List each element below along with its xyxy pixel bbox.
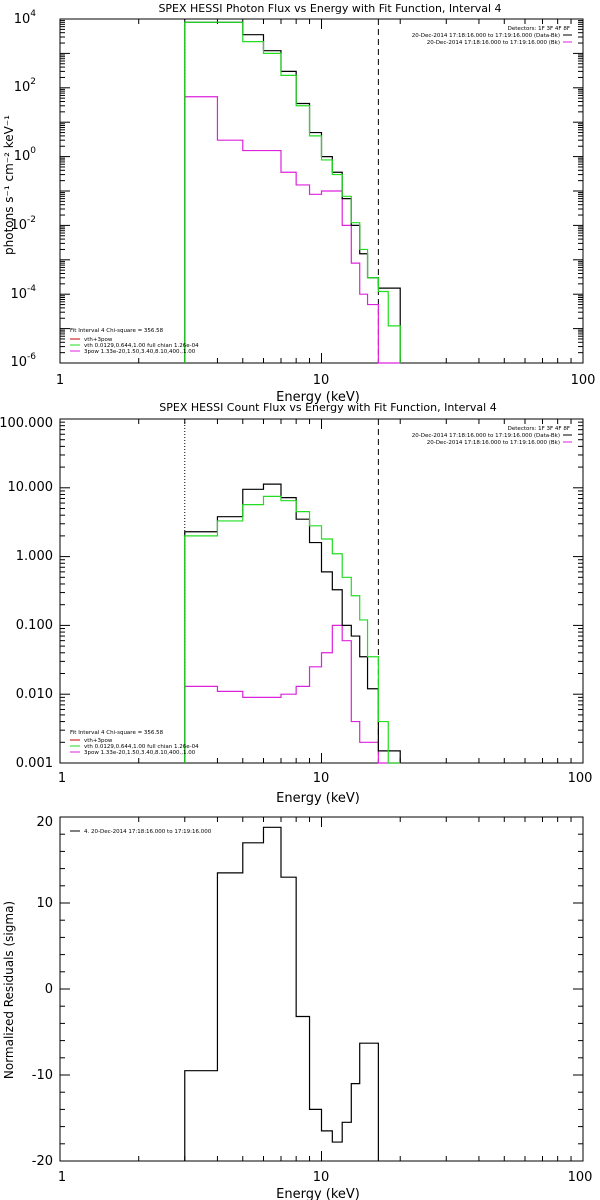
residuals-y-tick-labels: -20 -10 0 10 20: [32, 815, 53, 1169]
photon-legend-detectors: Detectors: 1F 3F 4F 8F: [508, 26, 570, 32]
count-threshold-lines: [184, 419, 379, 763]
photon-legend-vth3pow: vth+3pow: [84, 337, 113, 343]
photon-ytick-label-3: 10-2: [10, 215, 36, 233]
residuals-ytick-label-3: 0: [45, 982, 53, 997]
photon-ytick-label-1: 10-6: [10, 352, 36, 370]
count-series-magenta: [184, 624, 401, 764]
photon-ytick-label-6: 104: [14, 9, 37, 27]
count-ytick-label-1: 0.001: [16, 756, 53, 771]
residuals-ytick-label-1: -20: [32, 1154, 53, 1169]
photon-legend-right: Detectors: 1F 3F 4F 8F 20-Dec-2014 17:18…: [412, 26, 572, 46]
count-ytick-label-4: 1.000: [16, 549, 53, 564]
count-ytick-label-2: 0.010: [16, 687, 53, 702]
photon-legend-fit-interval: Fit Interval 4 Chi-square = 356.58: [70, 328, 164, 334]
photon-series-green: [184, 21, 401, 363]
count-series-group: [184, 483, 401, 764]
count-ytick-label-6: 100.000: [0, 416, 53, 431]
photon-legend-bk: 20-Dec-2014 17:18:16.000 to 17:19:16.000…: [427, 40, 560, 46]
photon-xtick-label-1: 1: [56, 373, 64, 388]
residuals-x-axis-label: Energy (keV): [276, 1187, 360, 1200]
photon-series-group: [184, 21, 401, 364]
residuals-axis-ticks: [59, 816, 584, 1162]
count-xtick-label-100: 100: [568, 771, 593, 786]
count-legend-bk: 20-Dec-2014 17:18:16.000 to 17:19:16.000…: [427, 440, 560, 446]
count-y-tick-labels: 0.001 0.010 0.100 1.000 10.000 100.000: [0, 416, 53, 771]
count-legend-data-bk: 20-Dec-2014 17:18:16.000 to 17:19:16.000…: [412, 433, 560, 439]
photon-x-tick-labels: 1 10 100: [56, 373, 596, 388]
residuals-ytick-label-2: -10: [32, 1068, 53, 1083]
residuals-panel: -20 -10 0 10 20 1 10 100 Energy (keV) No…: [2, 815, 592, 1200]
count-flux-title: SPEX HESSI Count Flux vs Energy with Fit…: [159, 401, 496, 414]
count-axis-ticks: [59, 418, 584, 764]
photon-flux-panel: SPEX HESSI Photon Flux vs Energy with Fi…: [2, 2, 595, 405]
count-plot-frame: [59, 418, 584, 764]
count-x-axis-label: Energy (keV): [276, 791, 360, 806]
count-series-black: [184, 483, 401, 763]
photon-ytick-label-4: 100: [14, 146, 37, 164]
residuals-ytick-label-4: 10: [36, 896, 53, 911]
photon-flux-title: SPEX HESSI Photon Flux vs Energy with Fi…: [158, 2, 501, 15]
photon-legend-left: Fit Interval 4 Chi-square = 356.58 vth+3…: [70, 328, 199, 355]
count-legend-detectors: Detectors: 1F 3F 4F 8F: [508, 426, 570, 432]
count-ytick-label-3: 0.100: [16, 618, 53, 633]
photon-y-tick-labels: 10-6 10-4 10-2 100 102 104: [10, 9, 36, 370]
photon-legend-data-bk: 20-Dec-2014 17:18:16.000 to 17:19:16.000…: [412, 33, 560, 39]
count-xtick-label-1: 1: [58, 771, 66, 786]
photon-series-magenta: [184, 96, 401, 364]
residuals-series-group: [184, 826, 379, 1161]
count-legend-fit-interval: Fit Interval 4 Chi-square = 356.58: [70, 730, 164, 736]
count-ytick-label-5: 10.000: [8, 480, 54, 495]
count-legend-left: Fit Interval 4 Chi-square = 356.58 vth+3…: [70, 730, 199, 756]
count-flux-panel: SPEX HESSI Count Flux vs Energy with Fit…: [0, 401, 592, 806]
photon-y-axis-label: photons s⁻¹ cm⁻² keV⁻¹: [2, 115, 16, 255]
photon-legend-vth: vth 0.0129,0.644,1.00 full chian 1.26e-0…: [84, 343, 199, 349]
count-legend-vth: vth 0.0129,0.644,1.00 full chian 1.26e-0…: [84, 744, 199, 750]
residuals-series-black: [184, 826, 379, 1161]
count-xtick-label-10: 10: [313, 771, 330, 786]
residuals-y-axis-label: Normalized Residuals (sigma): [2, 901, 16, 1079]
residuals-ytick-label-5: 20: [36, 815, 53, 830]
photon-xtick-label-10: 10: [313, 373, 330, 388]
residuals-legend-label: 4. 20-Dec-2014 17:18:16.000 to 17:19:16.…: [84, 829, 212, 835]
photon-legend-3pow: 3pow 1.33e-20,1.50,3.40,8.10,400.,1.00: [84, 349, 196, 355]
photon-ytick-label-2: 10-4: [10, 284, 36, 302]
photon-xtick-label-100: 100: [571, 373, 596, 388]
count-legend-3pow: 3pow 1.33e-20,1.50,3.40,8.10,400.,1.00: [84, 750, 196, 756]
photon-ytick-label-5: 102: [14, 77, 36, 95]
residuals-xtick-label-1: 1: [58, 1170, 66, 1185]
count-x-tick-labels: 1 10 100: [58, 771, 593, 786]
residuals-legend: 4. 20-Dec-2014 17:18:16.000 to 17:19:16.…: [70, 829, 212, 835]
photon-series-black: [184, 21, 401, 363]
count-legend-right: Detectors: 1F 3F 4F 8F 20-Dec-2014 17:18…: [412, 426, 572, 446]
residuals-x-tick-labels: 1 10 100: [58, 1170, 593, 1185]
residuals-xtick-label-10: 10: [313, 1170, 330, 1185]
count-legend-vth3pow: vth+3pow: [84, 738, 113, 744]
photon-axis-ticks: [59, 18, 584, 364]
residuals-xtick-label-100: 100: [568, 1170, 593, 1185]
count-series-green: [184, 495, 401, 764]
photon-x-axis-label: Energy (keV): [276, 390, 360, 405]
